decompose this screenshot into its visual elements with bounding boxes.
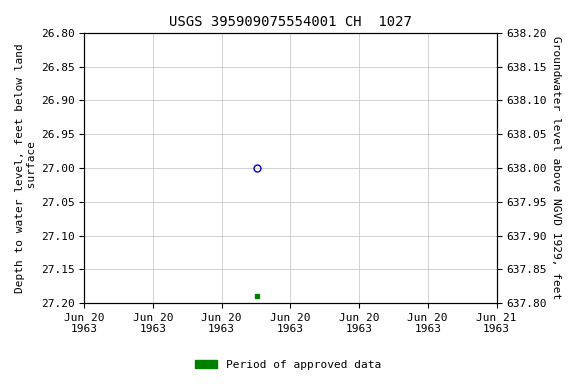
Title: USGS 395909075554001 CH  1027: USGS 395909075554001 CH 1027: [169, 15, 412, 29]
Y-axis label: Groundwater level above NGVD 1929, feet: Groundwater level above NGVD 1929, feet: [551, 36, 561, 300]
Y-axis label: Depth to water level, feet below land
 surface: Depth to water level, feet below land su…: [15, 43, 37, 293]
Legend: Period of approved data: Period of approved data: [191, 356, 385, 375]
